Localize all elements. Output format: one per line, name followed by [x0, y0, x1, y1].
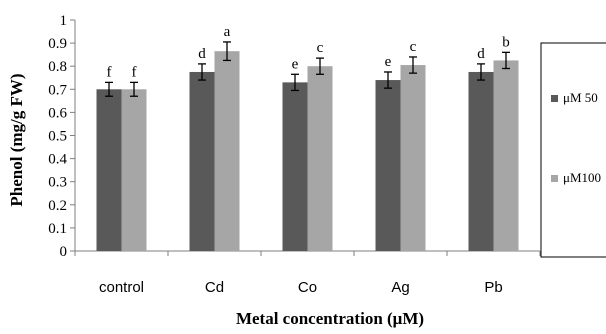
significance-letter: c: [317, 40, 324, 56]
legend-swatch: [551, 175, 558, 182]
x-tick-label: control: [99, 279, 144, 296]
significance-letter: e: [385, 54, 392, 70]
bar: [96, 89, 122, 251]
bar: [468, 71, 494, 251]
legend-label: μM 50: [563, 90, 598, 105]
significance-letter: d: [477, 46, 485, 62]
x-tick-label: Pb: [484, 279, 502, 296]
bar: [400, 65, 426, 251]
bar: [214, 51, 240, 252]
legend-box: [540, 42, 606, 258]
significance-letter: c: [410, 39, 417, 55]
y-tick-label: 0.8: [48, 59, 67, 75]
y-axis-title: Phenol (mg/g FW): [7, 73, 26, 206]
y-tick-label: 0.4: [48, 152, 67, 168]
bar: [307, 66, 333, 251]
bar: [375, 80, 401, 251]
y-tick-label: 0.9: [48, 36, 67, 52]
significance-letter: b: [502, 34, 510, 50]
significance-letter: f: [107, 64, 112, 80]
significance-letter: f: [132, 64, 137, 80]
bars: [96, 41, 519, 252]
x-tick-label: Ag: [391, 279, 409, 296]
significance-letter: d: [198, 46, 206, 62]
bar: [493, 60, 519, 251]
y-tick-label: 1: [60, 13, 68, 29]
labels: control Cd Co Ag Pb f d e e d f a c c b: [99, 24, 510, 296]
significance-letter: a: [224, 24, 231, 40]
legend-swatch: [551, 95, 558, 102]
bar: [282, 82, 308, 252]
x-tick-label: Co: [298, 279, 317, 296]
y-tick-label: 0.2: [48, 198, 67, 214]
legend: μM 50 μM100: [540, 42, 606, 258]
x-tick-label: Cd: [205, 279, 224, 296]
bar: [121, 89, 147, 251]
legend-label: μM100: [563, 170, 601, 185]
axes: 0 0.1 0.2 0.3 0.4 0.5 0.6 0.7 0.8 0.9 1: [48, 13, 541, 260]
bar: [189, 71, 215, 251]
y-tick-label: 0.7: [48, 82, 67, 98]
y-tick-label: 0.5: [48, 129, 67, 145]
y-tick-label: 0.1: [48, 221, 67, 237]
y-tick-label: 0.6: [48, 105, 67, 121]
y-tick-label: 0: [60, 244, 68, 260]
significance-letter: e: [292, 56, 299, 72]
x-axis-title: Metal concentration (μM): [236, 309, 424, 328]
y-tick-label: 0.3: [48, 175, 67, 191]
